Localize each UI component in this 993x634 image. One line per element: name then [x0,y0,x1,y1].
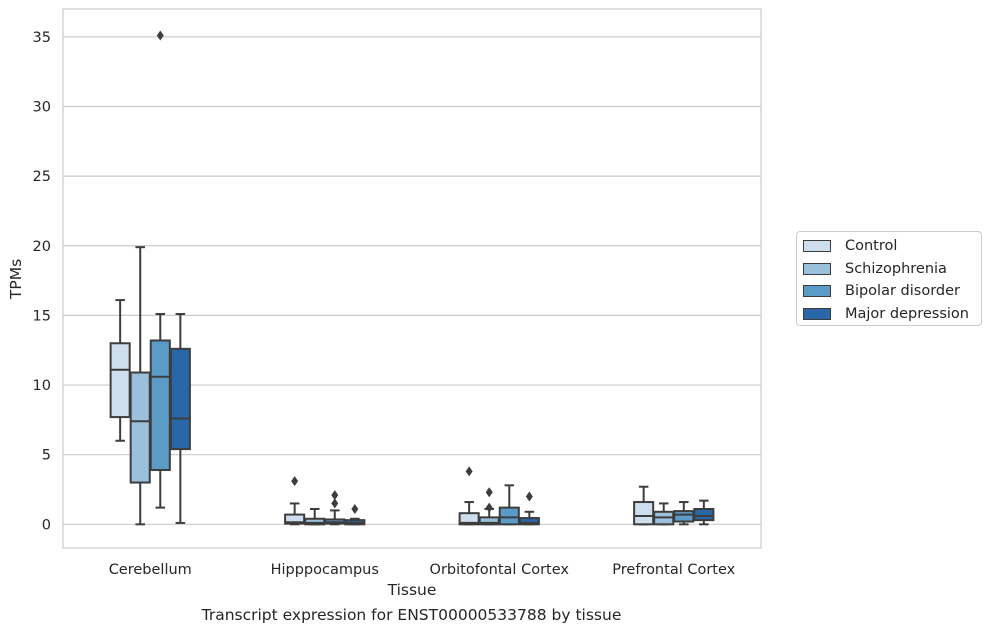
box-group [109,299,131,442]
y-tick-label: 15 [33,308,51,324]
box [169,347,191,451]
outlier-point [331,490,339,501]
box [498,506,520,526]
box [633,501,655,526]
legend-swatch [803,307,831,320]
legend-item: Control [803,236,897,256]
box-group [149,30,171,509]
y-tick-label: 30 [33,99,51,115]
legend-label: Schizophrenia [845,260,947,277]
box [458,512,480,526]
y-tick-label: 10 [33,378,51,394]
box-group [324,490,346,526]
y-tick-label: 20 [33,239,51,255]
x-axis-label: Tissue [387,581,437,599]
outlier-point [525,491,533,502]
outlier-point [485,502,493,513]
outlier-point [291,476,299,487]
y-tick-label: 0 [42,517,51,533]
legend-swatch [803,262,831,275]
box-group [673,501,695,526]
box [518,517,540,526]
box [284,513,306,525]
legend-item: Major depression [803,304,969,324]
box [304,517,326,526]
box-group [653,502,675,526]
box-group [304,508,326,526]
axis-ticks: 0 5 10 15 20 25 30 35 Cerebellum Hipppocampus Orbi… [33,30,736,578]
plot-area [62,8,762,549]
outlier-point [485,487,493,498]
legend-swatch [803,240,831,252]
box-group [169,313,191,524]
legend-swatch [803,285,831,297]
y-tick-label: 25 [33,169,51,185]
box-group [518,491,540,526]
legend-label: Control [845,238,898,254]
y-axis-label: TPMs [7,259,25,300]
outlier-point [465,466,473,477]
x-tick-label: Prefrontal Cortex [612,562,735,578]
boxes [109,30,715,526]
x-tick-label: Cerebellum [109,562,192,578]
x-tick-label: Orbitofontal Cortex [430,562,570,578]
box [149,339,171,472]
x-tick-label: Hipppocampus [271,562,379,578]
box-group [458,466,480,526]
box-group [633,485,655,526]
box [478,516,500,526]
outlier-point [331,498,339,509]
box-group [693,499,715,526]
legend: Control Schizophrenia Bipolar disorder Majo… [796,231,982,326]
chart-caption: Transcript expression for ENST0000053378… [201,606,622,624]
outlier-point [156,30,164,41]
outlier-point [351,504,359,515]
box [109,342,131,419]
box [129,371,151,484]
legend-item: Bipolar disorder [803,281,960,301]
legend-label: Bipolar disorder [845,283,960,299]
legend-label: Major depression [845,305,969,322]
box [673,510,695,523]
box-group [478,487,500,526]
y-tick-label: 5 [42,448,51,464]
box-group [498,484,520,526]
box-group [129,246,151,526]
legend-item: Schizophrenia [803,259,947,279]
box [693,508,715,522]
box-group [344,504,366,526]
y-tick-label: 35 [33,30,51,46]
box-group [284,476,306,526]
